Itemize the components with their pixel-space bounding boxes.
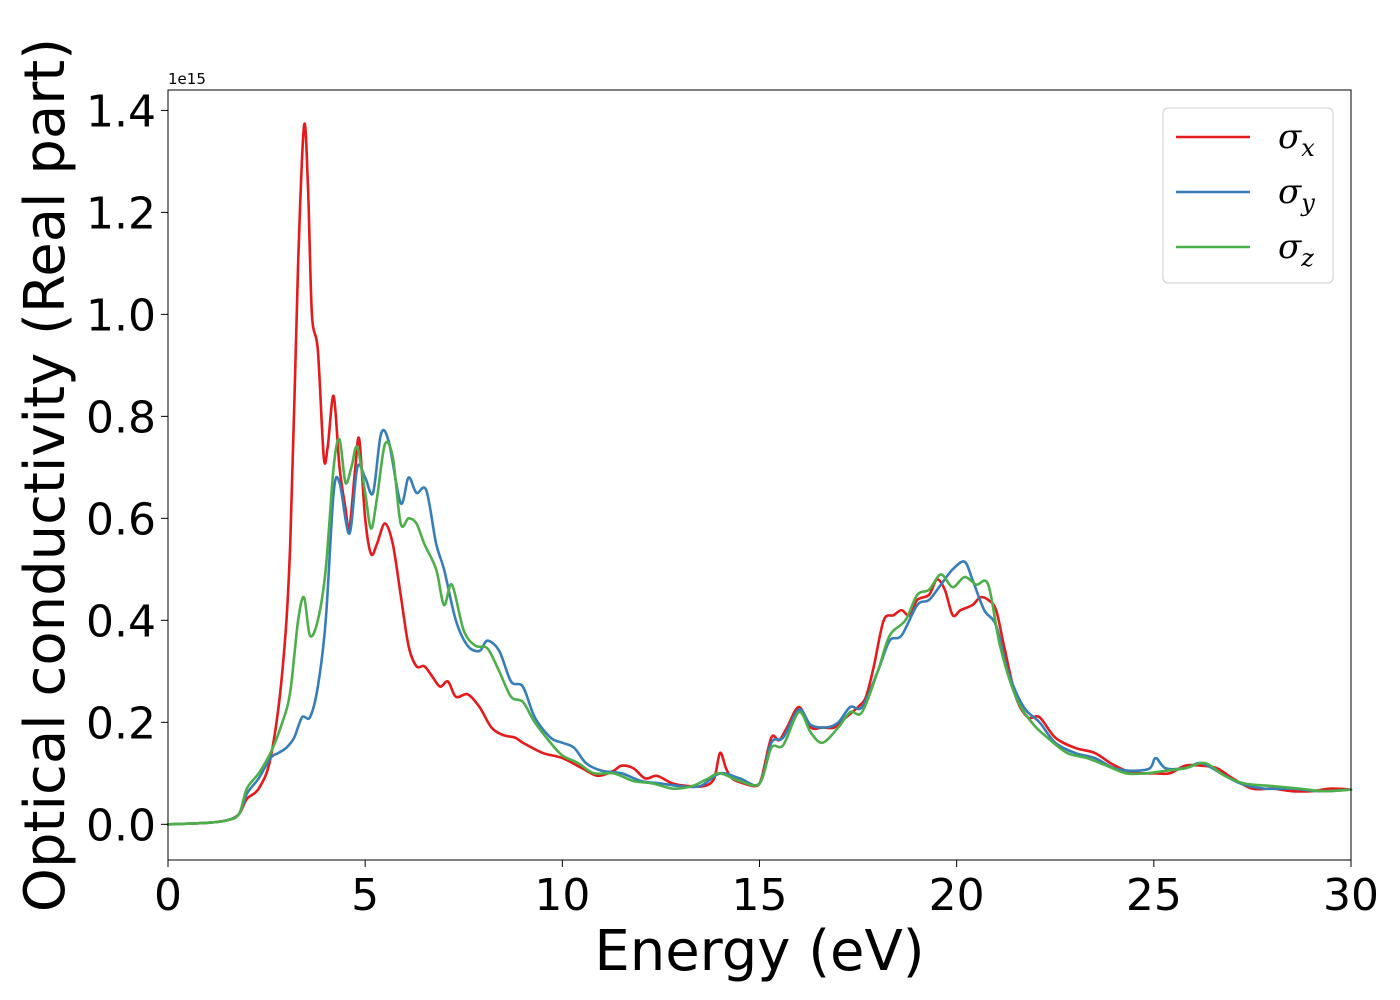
y-axis-title: Optical conductivity (Real part)	[13, 38, 78, 912]
y-tick-label: 0.8	[86, 392, 156, 443]
x-tick-label: 25	[1126, 870, 1182, 921]
x-axis-title: Energy (eV)	[594, 919, 924, 984]
y-tick-label: 1.4	[86, 86, 156, 137]
y-tick-label: 1.0	[86, 290, 156, 341]
y-tick-label: 1.2	[86, 188, 156, 239]
y-axis: 0.0 0.2 0.4 0.6 0.8 1.0 1.2 1.4	[86, 86, 168, 851]
y-tick-label: 0.2	[86, 698, 156, 749]
x-tick-label: 15	[732, 870, 788, 921]
x-tick-label: 0	[154, 870, 182, 921]
x-tick-label: 5	[351, 870, 379, 921]
y-tick-label: 0.6	[86, 494, 156, 545]
y-offset-text: 1e15	[168, 70, 206, 88]
x-tick-label: 10	[534, 870, 590, 921]
x-axis: 0 5 10 15 20 25 30	[154, 860, 1379, 921]
y-tick-label: 0.4	[86, 596, 156, 647]
series-layer	[166, 122, 1353, 826]
x-tick-label: 20	[929, 870, 985, 921]
series-line-sigma-y	[166, 428, 1353, 826]
x-tick-label: 30	[1323, 870, 1379, 921]
legend-box	[1162, 107, 1334, 284]
series-line-sigma-z	[166, 437, 1353, 826]
y-tick-label: 0.0	[86, 800, 156, 851]
